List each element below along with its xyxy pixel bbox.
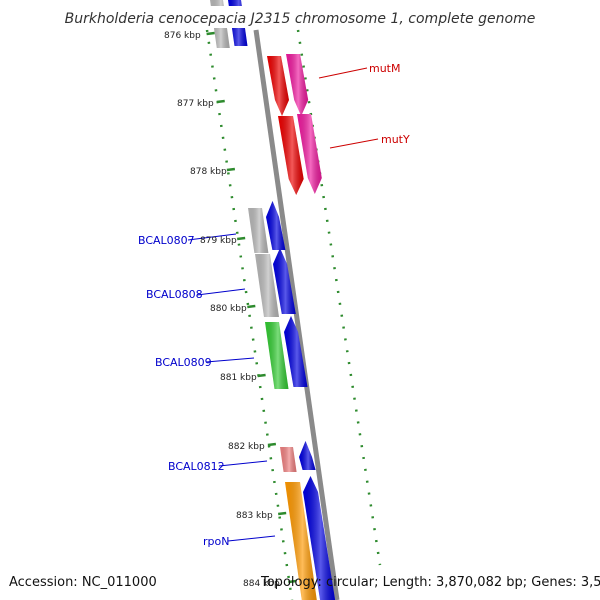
gene-label-bcal0808[interactable]: BCAL0808	[146, 288, 203, 301]
gene-muty-magenta-shade	[297, 114, 322, 194]
gene-label-rpon[interactable]: rpoN	[203, 535, 229, 548]
gene-bcal0812-blue-shade	[299, 441, 316, 470]
tick-dash-6	[267, 442, 277, 447]
genome-backbone	[253, 29, 340, 600]
tick-dash-2	[226, 167, 236, 172]
tick-marks	[206, 31, 297, 584]
tick-dash-1	[216, 99, 225, 104]
tick-dash-4	[247, 304, 256, 309]
ruler-inner	[205, 29, 294, 600]
gene-bcal0807-gray-shade	[248, 208, 269, 253]
tick-label-877: 877 kbp	[177, 99, 214, 109]
gene-label-muty[interactable]: mutY	[381, 133, 410, 146]
leader-muty	[329, 138, 379, 149]
gene-rpon-blue	[303, 476, 336, 600]
gene-bcal0809-green	[265, 322, 289, 389]
gene-mutm-magenta-shade	[286, 54, 309, 116]
gene-bcal0808-blue-shade	[273, 248, 296, 314]
leader-bcal0807	[187, 233, 237, 241]
genome-summary-text: Topology: circular; Length: 3,870,082 bp…	[260, 575, 600, 590]
tick-label-882: 882 kbp	[228, 442, 265, 452]
gene-bcal0809-blue-shade	[284, 316, 308, 387]
tick-label-879: 879 kbp	[200, 236, 237, 246]
tick-dash-8	[288, 579, 297, 584]
gene-mutm-red-shade	[267, 56, 289, 116]
tick-label-881: 881 kbp	[220, 373, 257, 383]
tick-dash-7	[278, 511, 287, 516]
gene-mutm-red	[267, 56, 289, 116]
tick-label-884: 884 kbp	[243, 579, 280, 589]
tick-dash-5	[257, 373, 266, 378]
gene-bcal0812-blue	[299, 441, 316, 470]
gene-label-bcal0809[interactable]: BCAL0809	[155, 356, 212, 369]
gene-rpon-blue-shade	[303, 476, 336, 600]
tick-label-878: 878 kbp	[190, 167, 227, 177]
map-title: Burkholderia cenocepacia J2315 chromosom…	[65, 11, 536, 27]
tick-dash-3	[237, 236, 246, 241]
gene-bcal0807-blue	[266, 201, 286, 250]
gene-muty-red	[278, 116, 304, 195]
gene-bcal0809-blue	[284, 316, 308, 387]
gene-bcal0807-blue-shade	[266, 201, 286, 250]
gene-label-bcal0812[interactable]: BCAL0812	[168, 460, 225, 473]
leader-rpon	[227, 535, 276, 542]
tick-label-880: 880 kbp	[210, 304, 247, 314]
gene-rpon-orange-shade	[285, 482, 317, 600]
leader-bcal0812	[218, 460, 268, 467]
leader-mutm	[318, 67, 368, 79]
gene-bcal0808-gray-shade	[255, 254, 279, 317]
tick-label-876: 876 kbp	[164, 31, 201, 41]
gene-bcal0809-green-shade	[265, 322, 289, 389]
gene-rpon-orange	[285, 482, 317, 600]
gene-muty-red-shade	[278, 116, 304, 195]
accession-text: Accession: NC_011000	[9, 575, 157, 590]
leader-bcal0808	[196, 288, 246, 296]
gene-bcal0807-gray	[248, 208, 269, 253]
gene-mutm-magenta	[286, 54, 309, 116]
gene-features	[210, 0, 336, 600]
gene-bcal0812-salmon	[280, 447, 297, 472]
gene-label-mutm[interactable]: mutM	[369, 62, 401, 75]
gene-bcal0812-salmon-shade	[280, 447, 297, 472]
tick-label-883: 883 kbp	[236, 511, 273, 521]
gene-bcal0808-gray	[255, 254, 279, 317]
gene-muty-magenta	[297, 114, 322, 194]
gene-bcal0808-blue	[273, 248, 296, 314]
leader-bcal0809	[205, 357, 255, 363]
gene-label-leaders	[187, 67, 379, 542]
tick-dash-0	[206, 31, 215, 36]
gene-label-bcal0807[interactable]: BCAL0807	[138, 234, 195, 247]
